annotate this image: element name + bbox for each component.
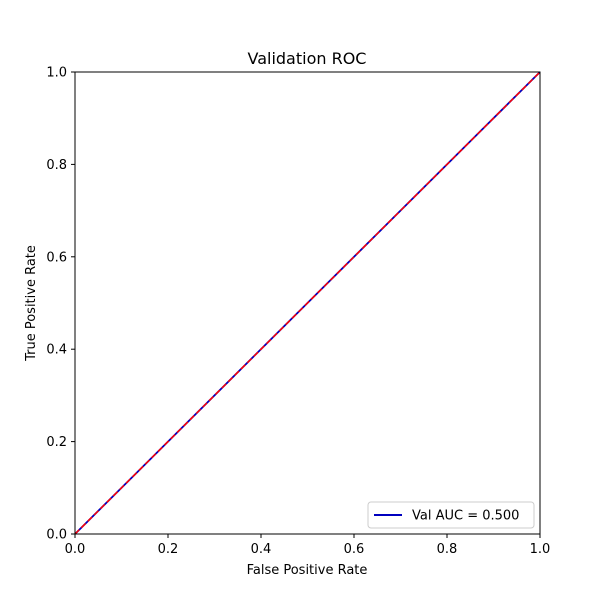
series-layer: [74, 71, 541, 535]
x-tick-label: 1.0: [530, 542, 551, 557]
x-axis-label: False Positive Rate: [247, 563, 368, 578]
x-axis-ticks: 0.0 0.2 0.4 0.6 0.8 1.0: [65, 534, 551, 557]
legend-box: [367, 501, 535, 529]
y-tick-label: 0.8: [46, 158, 67, 173]
chart-title: Validation ROC: [248, 49, 367, 68]
x-tick-label: 0.0: [65, 542, 86, 557]
x-tick-label: 0.2: [158, 542, 179, 557]
legend-label-val-auc: Val AUC = 0.500: [412, 509, 519, 524]
x-tick-label: 0.6: [344, 542, 365, 557]
y-axis-label: True Positive Rate: [24, 245, 39, 362]
y-tick-label: 0.4: [46, 343, 67, 358]
x-tick-label: 0.4: [251, 542, 272, 557]
legend: Val AUC = 0.500: [367, 501, 535, 529]
y-tick-label: 0.0: [46, 528, 67, 543]
y-tick-label: 0.2: [46, 435, 67, 450]
x-tick-label: 0.8: [437, 542, 458, 557]
series-line-chance-diagonal: [74, 71, 541, 535]
y-tick-label: 1.0: [46, 66, 67, 81]
plot-frame: [74, 71, 541, 535]
y-tick-label: 0.6: [46, 250, 67, 265]
y-axis-ticks: 0.0 0.2 0.4 0.6 0.8 1.0: [46, 66, 75, 543]
